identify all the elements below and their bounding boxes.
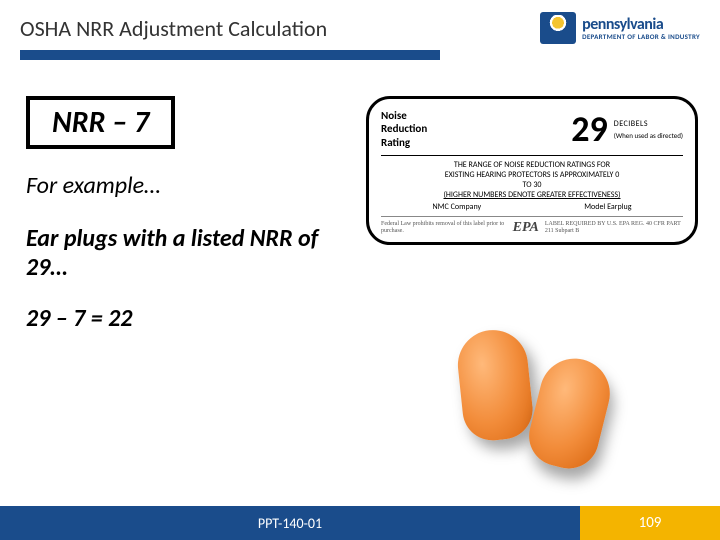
nrr-value: 29 xyxy=(571,107,608,151)
earplug-right xyxy=(523,351,618,475)
divider xyxy=(381,155,683,156)
epa-left-text: Federal Law prohibits removal of this la… xyxy=(381,221,507,234)
nrr-label-card: Noise Reduction Rating 29 DECIBELS (When… xyxy=(366,96,698,245)
earplugs-image xyxy=(440,330,640,490)
title-underline xyxy=(20,50,440,60)
brand-logo: pennsylvania DEPARTMENT OF LABOR & INDUS… xyxy=(540,12,700,44)
formula-box: NRR – 7 xyxy=(26,96,175,149)
nrr-model: Model Earplug xyxy=(584,202,631,212)
epa-right-text: LABEL REQUIRED BY U.S. EPA REG. 40 CFR P… xyxy=(545,221,683,234)
brand-name: pennsylvania xyxy=(582,17,700,33)
nrr-heading-l1: Noise xyxy=(381,109,563,122)
brand-subtitle: DEPARTMENT OF LABOR & INDUSTRY xyxy=(582,33,700,40)
page-title: OSHA NRR Adjustment Calculation xyxy=(20,15,540,42)
earplug-left xyxy=(454,327,535,444)
nrr-heading: Noise Reduction Rating xyxy=(381,109,563,149)
footer-page: 109 xyxy=(580,506,720,540)
nrr-heading-l3: Rating xyxy=(381,136,563,149)
calculation-text: 29 – 7 = 22 xyxy=(26,304,694,333)
statement-text: Ear plugs with a listed NRR of 29… xyxy=(26,224,326,282)
footer: PPT-140-01 109 xyxy=(0,506,720,540)
nrr-heading-l2: Reduction xyxy=(381,122,563,135)
epa-row: Federal Law prohibits removal of this la… xyxy=(381,216,683,236)
nrr-maker: NMC Company xyxy=(433,202,482,212)
keystone-icon xyxy=(540,12,576,44)
nrr-when: (When used as directed) xyxy=(614,131,683,140)
nrr-range-text: THE RANGE OF NOISE REDUCTION RATINGS FOR… xyxy=(381,160,683,200)
epa-logo: EPA xyxy=(513,220,539,236)
footer-code: PPT-140-01 xyxy=(0,506,580,540)
nrr-unit: DECIBELS xyxy=(614,119,683,129)
